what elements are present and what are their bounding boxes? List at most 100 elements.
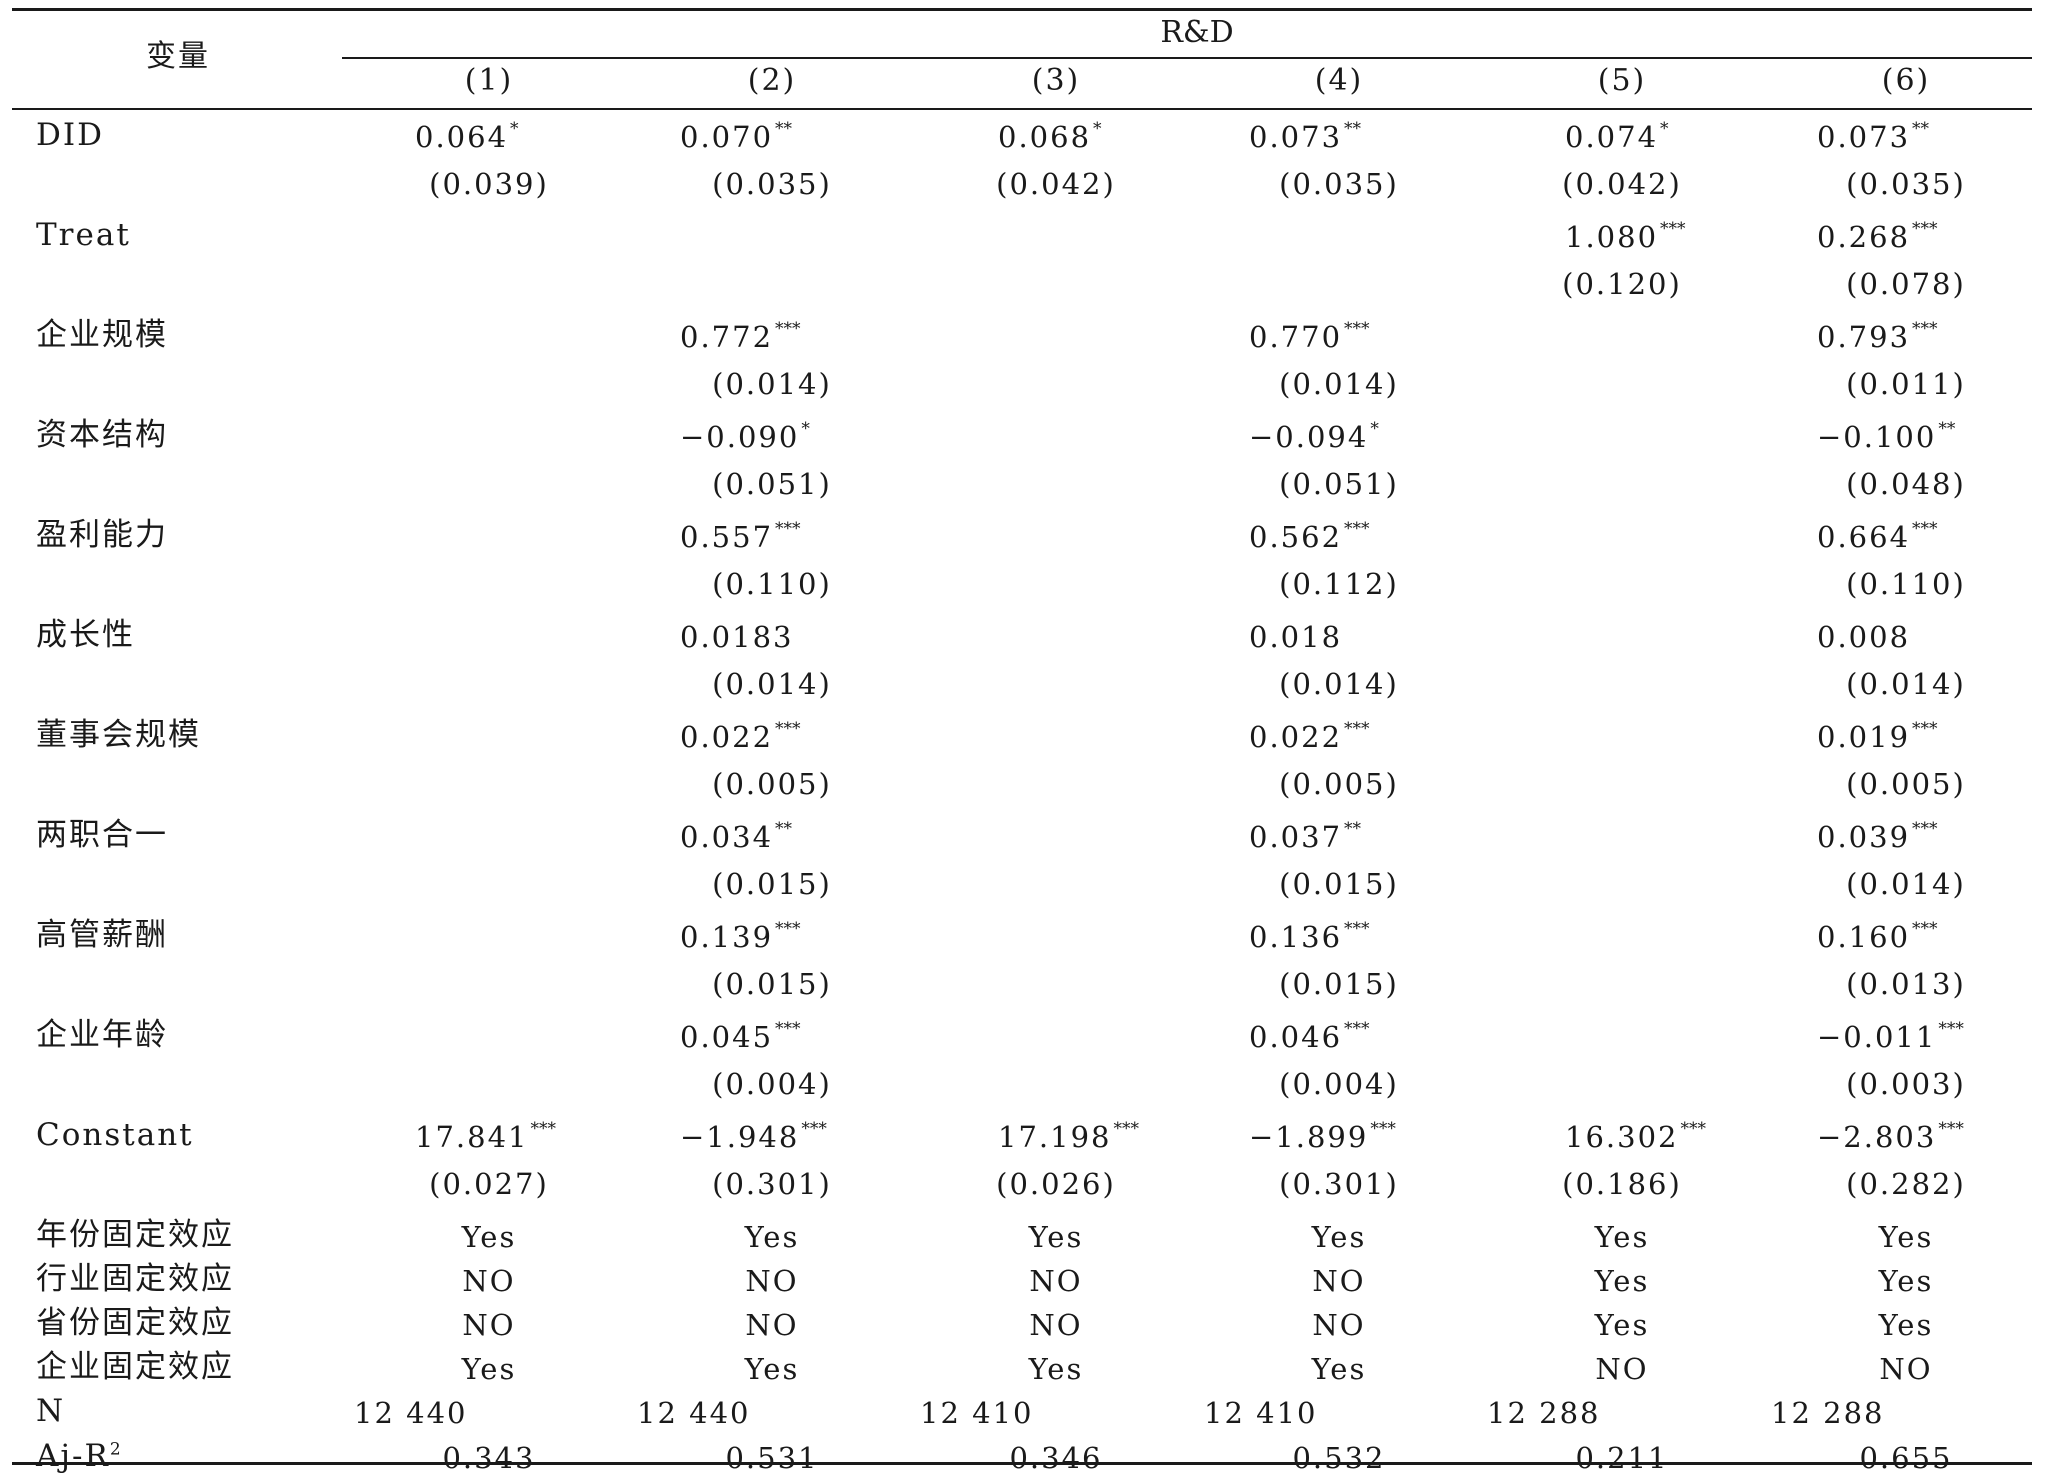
se-cell: (0.282) xyxy=(1846,1167,1966,1201)
se-cell: (0.014) xyxy=(1846,867,1966,901)
row-label: 成长性 xyxy=(36,617,135,653)
coef-cell: 0.039 *** xyxy=(1817,819,1938,854)
significance-stars: *** xyxy=(775,319,801,340)
coef-cell: 0.793 *** xyxy=(1817,319,1938,354)
row-label: 企业年龄 xyxy=(36,1017,168,1053)
fixed-effect-cell: NO xyxy=(462,1264,516,1298)
se-cell: (0.015) xyxy=(712,967,832,1001)
row-label: Constant xyxy=(36,1117,194,1153)
r2-cell: 0.655 xyxy=(1859,1441,1953,1475)
row-label: 盈利能力 xyxy=(36,517,168,553)
coef-cell: 0.022 *** xyxy=(1249,719,1370,754)
row-label: DID xyxy=(36,117,104,153)
fixed-effect-label: 企业固定效应 xyxy=(36,1349,234,1385)
coef-cell: −0.100 ** xyxy=(1817,419,1956,454)
top-rule xyxy=(12,8,2032,11)
significance-stars: ** xyxy=(1344,119,1362,140)
coef-cell: 0.0183 xyxy=(680,620,794,654)
fixed-effect-cell: NO xyxy=(745,1308,799,1342)
coef-cell: 16.302 *** xyxy=(1565,1119,1706,1154)
se-cell: (0.005) xyxy=(1279,767,1399,801)
fixed-effect-cell: Yes xyxy=(1878,1220,1934,1254)
significance-stars: *** xyxy=(1344,719,1370,740)
coef-cell: −0.090 * xyxy=(680,419,810,454)
significance-stars: *** xyxy=(1370,1119,1396,1140)
significance-stars: *** xyxy=(530,1119,556,1140)
se-cell: (0.003) xyxy=(1846,1067,1966,1101)
se-cell: (0.035) xyxy=(1846,167,1966,201)
significance-stars: *** xyxy=(775,519,801,540)
coef-cell: 0.064 * xyxy=(415,119,519,154)
coef-cell: 0.034 ** xyxy=(680,819,793,854)
n-cell: 12 410 xyxy=(1204,1396,1318,1430)
significance-stars: *** xyxy=(1912,219,1938,240)
significance-stars: *** xyxy=(801,1119,827,1140)
significance-stars: *** xyxy=(1660,219,1686,240)
significance-stars: *** xyxy=(1912,819,1938,840)
fixed-effect-cell: Yes xyxy=(1028,1220,1084,1254)
bottom-rule xyxy=(12,1462,2032,1465)
se-cell: (0.042) xyxy=(996,167,1116,201)
coef-cell: −1.899 *** xyxy=(1249,1119,1396,1154)
group-rule xyxy=(342,57,2032,59)
fixed-effect-cell: Yes xyxy=(1878,1308,1934,1342)
coef-cell: 0.562 *** xyxy=(1249,519,1370,554)
se-cell: (0.026) xyxy=(996,1167,1116,1201)
significance-stars: *** xyxy=(1912,519,1938,540)
coef-cell: 0.037 ** xyxy=(1249,819,1362,854)
r2-label: Aj-R2 xyxy=(36,1438,123,1474)
se-cell: (0.301) xyxy=(712,1167,832,1201)
row-label: 两职合一 xyxy=(36,817,168,853)
n-cell: 12 440 xyxy=(637,1396,751,1430)
se-cell: (0.027) xyxy=(429,1167,549,1201)
header-rule xyxy=(12,108,2032,110)
se-cell: (0.051) xyxy=(1279,467,1399,501)
coef-cell: −0.094 * xyxy=(1249,419,1379,454)
coef-cell: 0.136 *** xyxy=(1249,919,1370,954)
column-header-1: (1) xyxy=(464,63,514,98)
r2-cell: 0.343 xyxy=(442,1441,536,1475)
se-cell: (0.014) xyxy=(1846,667,1966,701)
fixed-effect-label: 行业固定效应 xyxy=(36,1261,234,1297)
row-label: 董事会规模 xyxy=(36,717,201,753)
fixed-effect-cell: Yes xyxy=(744,1220,800,1254)
se-cell: (0.048) xyxy=(1846,467,1966,501)
significance-stars: *** xyxy=(1938,1119,1964,1140)
se-cell: (0.005) xyxy=(1846,767,1966,801)
coef-cell: 0.068 * xyxy=(998,119,1102,154)
se-cell: (0.011) xyxy=(1846,367,1966,401)
coef-cell: 0.772 *** xyxy=(680,319,801,354)
row-label: 资本结构 xyxy=(36,417,168,453)
coef-cell: 0.074 * xyxy=(1565,119,1669,154)
fixed-effect-cell: Yes xyxy=(461,1220,517,1254)
row-label: Treat xyxy=(36,217,131,253)
variable-header: 变量 xyxy=(146,39,210,74)
n-cell: 12 440 xyxy=(354,1396,468,1430)
fixed-effect-cell: NO xyxy=(1879,1352,1933,1386)
se-cell: (0.005) xyxy=(712,767,832,801)
fixed-effect-cell: Yes xyxy=(1311,1352,1367,1386)
se-cell: (0.035) xyxy=(712,167,832,201)
significance-stars: *** xyxy=(775,919,801,940)
r2-superscript: 2 xyxy=(109,1439,123,1460)
coef-cell: 17.841 *** xyxy=(415,1119,556,1154)
se-cell: (0.015) xyxy=(1279,967,1399,1001)
coef-cell: 0.073 ** xyxy=(1249,119,1362,154)
fixed-effect-cell: NO xyxy=(1312,1308,1366,1342)
coef-cell: 0.664 *** xyxy=(1817,519,1938,554)
coef-cell: −0.011 *** xyxy=(1817,1019,1964,1054)
significance-stars: *** xyxy=(1912,919,1938,940)
coef-cell: 1.080 *** xyxy=(1565,219,1686,254)
r2-cell: 0.531 xyxy=(725,1441,819,1475)
significance-stars: *** xyxy=(1912,719,1938,740)
se-cell: (0.110) xyxy=(712,567,832,601)
significance-stars: *** xyxy=(1680,1119,1706,1140)
significance-stars: ** xyxy=(775,819,793,840)
coef-cell: 0.008 xyxy=(1817,620,1911,654)
n-cell: 12 410 xyxy=(920,1396,1034,1430)
se-cell: (0.015) xyxy=(712,867,832,901)
n-cell: 12 288 xyxy=(1487,1396,1601,1430)
r2-cell: 0.211 xyxy=(1575,1441,1669,1475)
row-label: 企业规模 xyxy=(36,317,168,353)
se-cell: (0.014) xyxy=(712,367,832,401)
